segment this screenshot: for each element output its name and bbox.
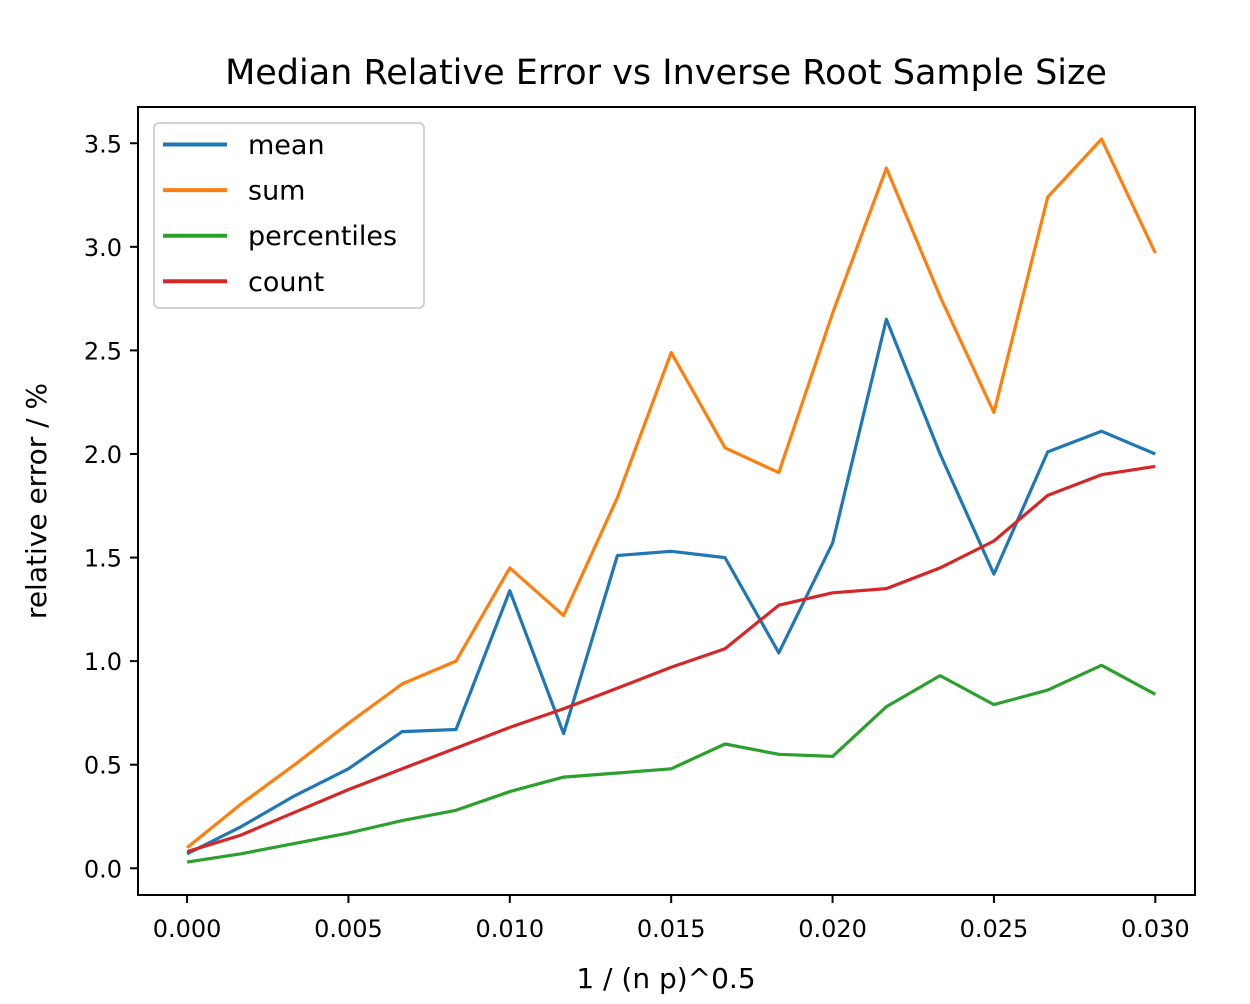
line-count: [186, 464, 1156, 854]
x-tick-label: 0.005: [314, 915, 383, 943]
legend-label-mean: mean: [248, 130, 325, 161]
line-percentiles: [186, 663, 1157, 864]
y-tick-label: 3.0: [84, 234, 122, 262]
x-tick-label: 0.000: [153, 915, 222, 943]
x-tick-label: 0.020: [798, 915, 867, 943]
y-tick-label: 1.5: [84, 545, 122, 573]
series-lines: [186, 137, 1157, 864]
y-tick-label: 2.0: [84, 441, 122, 469]
x-axis: 0.000 0.005 0.010 0.015 0.020 0.025 0.030: [153, 895, 1190, 943]
x-tick-label: 0.010: [475, 915, 544, 943]
legend-label-sum: sum: [248, 176, 305, 207]
x-axis-label: 1 / (n p)^0.5: [576, 962, 755, 995]
y-axis-label: relative error / %: [20, 383, 53, 619]
chart-title: Median Relative Error vs Inverse Root Sa…: [225, 53, 1107, 93]
y-tick-label: 1.0: [84, 648, 122, 676]
y-tick-label: 0.0: [84, 855, 122, 883]
line-mean: [186, 317, 1156, 856]
x-tick-label: 0.015: [637, 915, 706, 943]
legend: mean sum percentiles count: [153, 122, 425, 309]
legend-label-percentiles: percentiles: [248, 221, 397, 252]
axes-spines: [137, 106, 1196, 896]
x-tick-label: 0.030: [1121, 915, 1190, 943]
legend-label-count: count: [248, 267, 324, 298]
line-sum: [186, 137, 1157, 849]
x-tick-label: 0.025: [960, 915, 1029, 943]
y-tick-label: 2.5: [84, 337, 122, 365]
y-tick-label: 3.5: [84, 130, 122, 158]
y-axis: 0.0 0.5 1.0 1.5 2.0 2.5 3.0 3.5: [84, 130, 138, 883]
y-tick-label: 0.5: [84, 752, 122, 780]
legend-box: [153, 122, 425, 309]
